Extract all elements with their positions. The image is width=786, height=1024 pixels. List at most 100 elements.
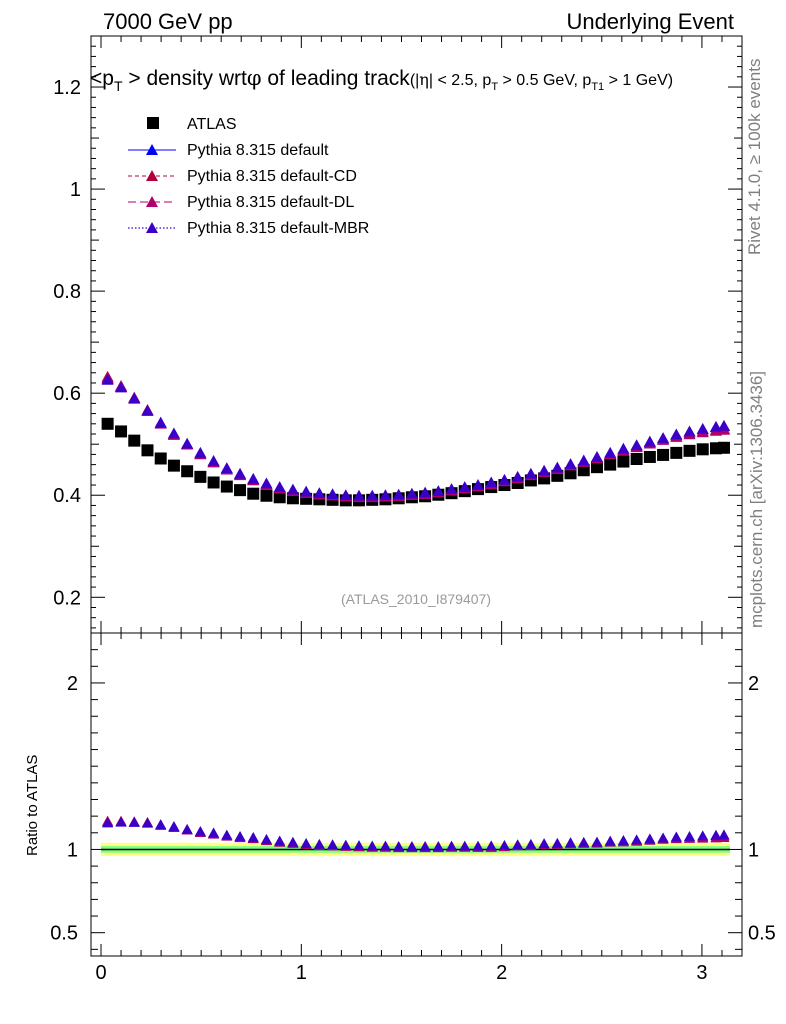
ratio-series-4 — [102, 816, 730, 851]
mc-point — [207, 455, 220, 466]
ratio-point — [194, 825, 206, 836]
mc-point — [326, 488, 339, 500]
mc-point — [419, 486, 432, 498]
atlas-point — [141, 444, 154, 457]
ratio-point — [432, 841, 444, 851]
mc-point — [498, 473, 511, 485]
atlas-point — [115, 425, 128, 438]
mc-point — [286, 483, 299, 495]
ratio-point — [710, 829, 722, 840]
atlas-point — [683, 444, 696, 457]
mc-point — [471, 479, 484, 490]
mc-point — [101, 373, 114, 385]
mc-point — [260, 477, 273, 489]
ratio-point — [234, 830, 246, 841]
ratio-point — [141, 817, 153, 828]
ratio-point — [260, 833, 272, 844]
main-y-tick-label: 0.2 — [53, 587, 81, 609]
mc-point — [300, 485, 313, 497]
legend-mbr-label: Pythia 8.315 default-MBR — [187, 220, 369, 237]
mc-point — [128, 392, 141, 404]
mc-point — [511, 470, 524, 482]
ratio-point — [128, 817, 140, 827]
mc-point — [181, 437, 194, 449]
ratio-data-points — [102, 815, 730, 853]
mc-point — [696, 422, 709, 434]
mc-point — [432, 485, 445, 496]
x-tick-label: 0 — [95, 962, 106, 984]
ratio-point — [459, 840, 471, 851]
ratio-y-tick-label-right: 1 — [748, 839, 759, 861]
mc-point — [392, 488, 405, 500]
ratio-y-axis-label: Ratio to ATLAS — [24, 755, 41, 856]
ratio-frame — [90, 632, 743, 957]
ratio-point — [327, 839, 339, 850]
ratio-point — [525, 838, 537, 849]
ratio-y-tick-label: 1 — [67, 839, 78, 861]
atlas-point — [696, 443, 709, 456]
mc-point — [220, 462, 233, 473]
mc-point — [445, 483, 458, 494]
x-tick-label: 2 — [496, 962, 507, 984]
x-tick-label: 1 — [296, 962, 307, 984]
main-ticks — [91, 36, 742, 633]
atlas-point — [128, 434, 141, 447]
ratio-y-tick-label-right: 0.5 — [748, 923, 776, 945]
mc-point — [339, 489, 352, 501]
mc-point — [657, 432, 670, 443]
ratio-point — [446, 840, 458, 851]
mc-point — [405, 487, 418, 499]
mc-point — [353, 489, 366, 501]
atlas-point — [670, 446, 683, 459]
ratio-point — [102, 817, 114, 828]
legend-atlas-label: ATLAS — [187, 116, 237, 133]
ratio-y-tick-label: 2 — [67, 673, 78, 695]
series-0 — [101, 417, 730, 507]
ratio-point — [393, 840, 405, 851]
ratio-point — [419, 841, 431, 851]
analysis-watermark: (ATLAS_2010_I879407) — [341, 591, 491, 607]
ratio-point — [379, 840, 391, 851]
legend-cd-marker — [146, 170, 158, 181]
ratio-ticks — [91, 633, 742, 956]
ratio-point — [115, 816, 127, 827]
ratio-point — [538, 838, 550, 849]
legend-dl-marker — [146, 196, 158, 207]
mc-point — [524, 467, 537, 479]
ratio-point — [591, 836, 603, 847]
mc-point — [604, 446, 617, 458]
mc-point — [564, 458, 577, 469]
series-4 — [101, 373, 730, 501]
mc-point — [458, 481, 471, 492]
ratio-point — [578, 836, 590, 847]
atlas-point — [643, 450, 656, 463]
legend-cd-label: Pythia 8.315 default-CD — [187, 168, 357, 185]
x-tick-label: 3 — [696, 962, 707, 984]
atlas-point — [247, 487, 260, 500]
main-y-tick-label: 0.8 — [53, 281, 81, 303]
plot-title: <pT > density wrtφ of leading track(|η| … — [90, 66, 673, 94]
atlas-point — [234, 484, 247, 497]
ratio-point — [406, 841, 418, 851]
mc-point — [115, 381, 128, 393]
atlas-point — [630, 453, 643, 466]
ratio-y-tick-labels: 0.5 0.5 1 1 2 2 — [50, 673, 776, 945]
main-y-tick-label: 1.2 — [53, 77, 81, 99]
ratio-point — [168, 821, 180, 831]
mc-point — [154, 416, 167, 428]
mc-point — [194, 446, 207, 458]
legend-mbr-marker — [146, 222, 158, 233]
atlas-point — [590, 461, 603, 474]
ratio-point — [366, 840, 378, 851]
ratio-point — [551, 837, 563, 848]
mc-point — [366, 489, 379, 501]
main-y-tick-label: 1 — [70, 179, 81, 201]
ratio-point — [340, 839, 352, 850]
legend-default-marker — [146, 144, 158, 155]
mc-point — [617, 442, 630, 454]
ratio-point — [313, 838, 325, 849]
atlas-point — [657, 448, 670, 461]
mc-point — [590, 450, 603, 462]
header-left: 7000 GeV pp — [103, 9, 233, 34]
